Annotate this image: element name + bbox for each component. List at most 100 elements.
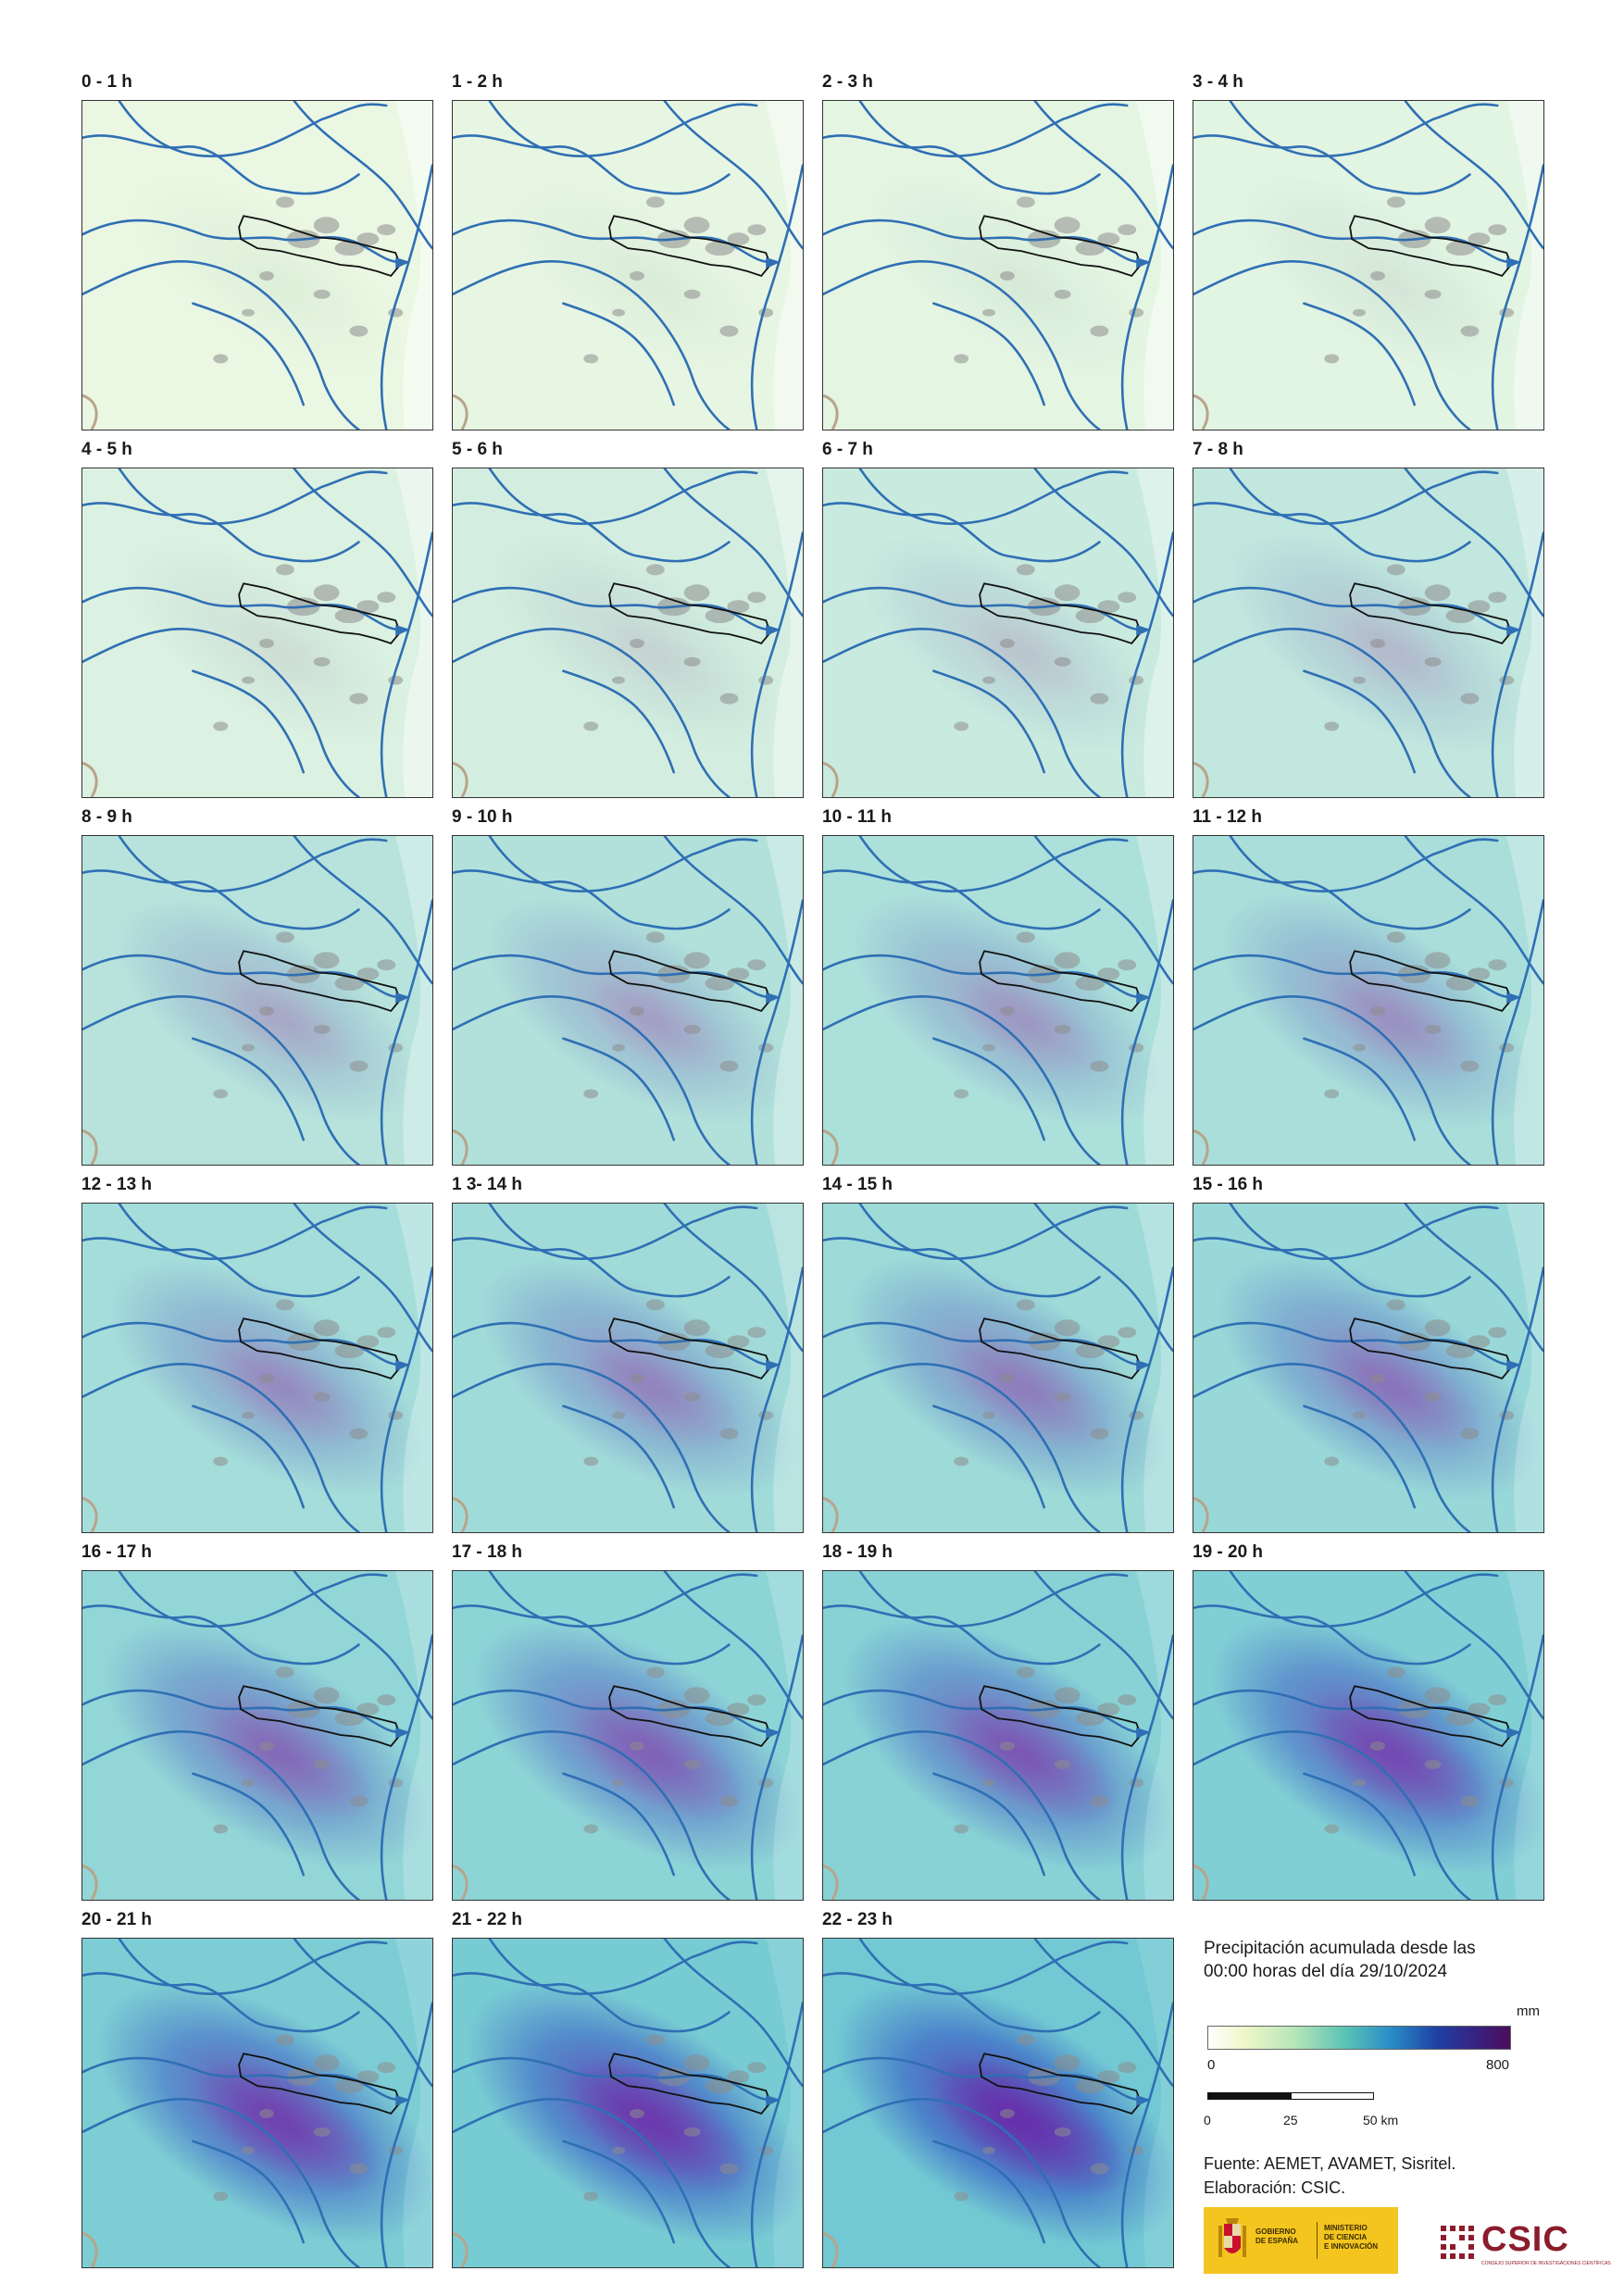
map-svg xyxy=(823,468,1173,797)
legend: Precipitación acumulada desde las 00:00 … xyxy=(1204,1937,1611,2274)
panel-time-label: 4 - 5 h xyxy=(81,440,132,459)
precipitation-map xyxy=(1193,1203,1544,1533)
panel-time-label: 14 - 15 h xyxy=(822,1175,893,1194)
legend-title-line1: Precipitación acumulada desde las xyxy=(1204,1939,1476,1958)
panel-time-label: 16 - 17 h xyxy=(81,1542,153,1562)
panel-time-label: 7 - 8 h xyxy=(1193,440,1243,459)
panel-time-label: 19 - 20 h xyxy=(1193,1542,1264,1562)
csic-emblem-icon xyxy=(1441,2226,1474,2259)
source-text: Fuente: AEMET, AVAMET, Sisritel. Elabora… xyxy=(1204,2152,1455,2200)
precipitation-map xyxy=(452,1570,804,1901)
precipitation-map xyxy=(822,1203,1174,1533)
map-svg xyxy=(823,1571,1173,1900)
map-svg xyxy=(1193,1571,1543,1900)
precipitation-map xyxy=(1193,468,1544,798)
scale-bar-segment-light xyxy=(1291,2092,1374,2100)
precipitation-map xyxy=(1193,835,1544,1166)
legend-title-line2: 00:00 horas del día 29/10/2024 xyxy=(1204,1962,1448,1981)
map-svg xyxy=(82,101,432,430)
precipitation-map xyxy=(81,1203,433,1533)
precipitation-map xyxy=(822,1570,1174,1901)
panel-time-label: 21 - 22 h xyxy=(452,1910,523,1929)
precipitation-map xyxy=(452,468,804,798)
panel-time-label: 15 - 16 h xyxy=(1193,1175,1264,1194)
scale-bar xyxy=(1207,2092,1374,2100)
map-svg xyxy=(453,101,803,430)
panel-time-label: 3 - 4 h xyxy=(1193,72,1243,92)
csic-fullname: CONSEJO SUPERIOR DE INVESTIGACIONES CIEN… xyxy=(1481,2261,1611,2266)
gobierno-line1: GOBIERNO xyxy=(1255,2227,1296,2236)
precipitation-map xyxy=(822,100,1174,430)
panel-time-label: 1 - 2 h xyxy=(452,72,503,92)
map-svg xyxy=(823,1939,1173,2267)
panel-time-label: 22 - 23 h xyxy=(822,1910,893,1929)
map-svg xyxy=(82,1204,432,1532)
map-svg xyxy=(823,836,1173,1165)
precipitation-map xyxy=(81,1938,433,2268)
legend-unit: mm xyxy=(1517,2003,1540,2019)
precipitation-map xyxy=(822,1938,1174,2268)
scale-bar-segment-dark xyxy=(1207,2092,1291,2100)
panel-time-label: 2 - 3 h xyxy=(822,72,873,92)
panel-time-label: 0 - 1 h xyxy=(81,72,132,92)
map-svg xyxy=(453,1571,803,1900)
logo-divider xyxy=(1317,2222,1318,2259)
map-svg xyxy=(82,836,432,1165)
coat-of-arms-icon xyxy=(1218,2218,1246,2257)
elaboration-line: Elaboración: CSIC. xyxy=(1204,2178,1346,2197)
map-svg xyxy=(453,836,803,1165)
color-ramp xyxy=(1207,2026,1511,2050)
map-svg xyxy=(823,101,1173,430)
map-svg xyxy=(1193,101,1543,430)
precipitation-map xyxy=(822,468,1174,798)
precipitation-map xyxy=(81,835,433,1166)
map-svg xyxy=(82,468,432,797)
panel-time-label: 12 - 13 h xyxy=(81,1175,153,1194)
precipitation-map xyxy=(452,1203,804,1533)
csic-wordmark: CSIC xyxy=(1481,2220,1569,2259)
panel-time-label: 10 - 11 h xyxy=(822,807,892,827)
gobierno-text: GOBIERNO DE ESPAÑA xyxy=(1255,2227,1298,2246)
map-svg xyxy=(1193,836,1543,1165)
source-line: Fuente: AEMET, AVAMET, Sisritel. xyxy=(1204,2154,1456,2173)
legend-max-label: 800 xyxy=(1486,2057,1510,2073)
precipitation-map xyxy=(1193,1570,1544,1901)
scale-label-50: 50 km xyxy=(1363,2113,1399,2128)
gobierno-line2: DE ESPAÑA xyxy=(1255,2237,1299,2245)
precipitation-map xyxy=(81,1570,433,1901)
precipitation-map xyxy=(452,100,804,430)
legend-min-label: 0 xyxy=(1207,2057,1216,2073)
map-svg xyxy=(453,468,803,797)
map-svg xyxy=(453,1939,803,2267)
panel-time-label: 1 3- 14 h xyxy=(452,1175,523,1194)
precipitation-map xyxy=(452,835,804,1166)
precipitation-map xyxy=(81,100,433,430)
ministerio-line3: E INNOVACIÓN xyxy=(1324,2242,1379,2251)
precipitation-map xyxy=(81,468,433,798)
panel-time-label: 9 - 10 h xyxy=(452,807,513,827)
map-svg xyxy=(1193,468,1543,797)
map-svg xyxy=(1193,1204,1543,1532)
panel-time-label: 20 - 21 h xyxy=(81,1910,153,1929)
map-svg xyxy=(82,1571,432,1900)
ministerio-text: MINISTERIO DE CIENCIA E INNOVACIÓN xyxy=(1324,2224,1378,2252)
panel-time-label: 11 - 12 h xyxy=(1193,807,1262,827)
map-svg xyxy=(453,1204,803,1532)
panel-time-label: 17 - 18 h xyxy=(452,1542,523,1562)
panel-time-label: 6 - 7 h xyxy=(822,440,873,459)
precipitation-map xyxy=(1193,100,1544,430)
scale-label-0: 0 xyxy=(1204,2113,1211,2128)
panel-time-label: 5 - 6 h xyxy=(452,440,503,459)
csic-logo: CSIC CONSEJO SUPERIOR DE INVESTIGACIONES… xyxy=(1426,2207,1611,2274)
gobierno-espana-logo: GOBIERNO DE ESPAÑA MINISTERIO DE CIENCIA… xyxy=(1204,2207,1398,2274)
map-svg xyxy=(82,1939,432,2267)
ministerio-line2: DE CIENCIA xyxy=(1324,2233,1368,2241)
panel-time-label: 8 - 9 h xyxy=(81,807,132,827)
scale-label-25: 25 xyxy=(1283,2113,1298,2128)
precipitation-map xyxy=(822,835,1174,1166)
precipitation-map xyxy=(452,1938,804,2268)
legend-title: Precipitación acumulada desde las 00:00 … xyxy=(1204,1937,1593,1983)
ministerio-line1: MINISTERIO xyxy=(1324,2224,1368,2232)
map-svg xyxy=(823,1204,1173,1532)
panel-time-label: 18 - 19 h xyxy=(822,1542,893,1562)
